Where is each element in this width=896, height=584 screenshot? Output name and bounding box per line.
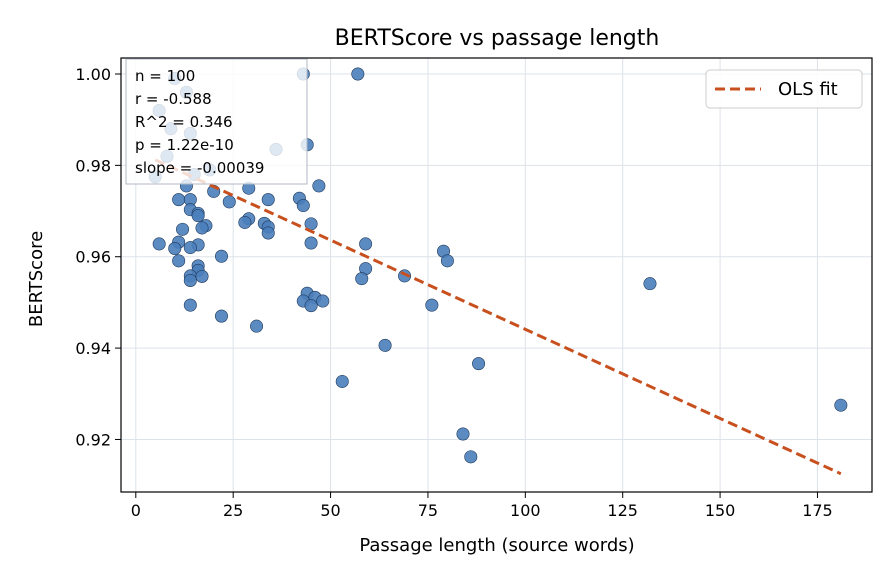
data-point bbox=[191, 209, 205, 223]
ols-fit-line bbox=[154, 158, 842, 476]
x-tick-label: 0 bbox=[131, 501, 141, 520]
data-point bbox=[195, 221, 209, 235]
y-axis-ticks: 0.92 0.94 0.96 0.98 1.00 bbox=[75, 65, 121, 449]
x-tick-label: 175 bbox=[802, 501, 833, 520]
stat-line-r2: R^2 = 0.346 bbox=[135, 113, 233, 131]
stats-box-frame bbox=[125, 58, 308, 185]
x-tick-label: 75 bbox=[418, 501, 438, 520]
x-axis-ticks: 0 25 50 75 100 125 150 175 bbox=[131, 492, 833, 520]
data-point bbox=[304, 299, 318, 313]
data-point bbox=[316, 294, 330, 308]
data-point bbox=[168, 242, 182, 256]
data-point bbox=[261, 226, 275, 240]
plot-frame bbox=[120, 57, 873, 493]
legend-frame bbox=[705, 69, 863, 109]
y-tick-label: 0.98 bbox=[75, 156, 111, 175]
data-point bbox=[250, 319, 264, 333]
chart-title: BERTScore vs passage length bbox=[335, 26, 660, 51]
x-tick-label: 50 bbox=[320, 501, 340, 520]
data-point bbox=[183, 273, 197, 287]
data-point bbox=[172, 254, 186, 268]
x-tick-label: 25 bbox=[223, 501, 243, 520]
legend: OLS fit bbox=[705, 69, 863, 109]
y-axis-label: BERTScore bbox=[26, 231, 47, 327]
x-tick-label: 150 bbox=[705, 501, 736, 520]
data-point bbox=[238, 215, 252, 229]
data-point bbox=[472, 357, 486, 371]
data-point bbox=[335, 374, 349, 388]
stat-line-p: p = 1.22e-10 bbox=[135, 136, 234, 154]
data-point bbox=[643, 277, 657, 291]
y-tick-label: 0.94 bbox=[75, 339, 111, 358]
data-point bbox=[304, 236, 318, 250]
legend-entry-ols-fit: OLS fit bbox=[778, 79, 838, 100]
data-point bbox=[355, 272, 369, 286]
stat-line-n: n = 100 bbox=[135, 67, 195, 85]
data-point bbox=[214, 309, 228, 323]
data-point bbox=[834, 398, 848, 412]
x-tick-label: 125 bbox=[607, 501, 638, 520]
data-point bbox=[456, 427, 470, 441]
stat-line-r: r = -0.588 bbox=[135, 90, 212, 108]
data-point bbox=[296, 199, 310, 213]
data-point bbox=[152, 237, 166, 251]
data-point bbox=[464, 450, 478, 464]
data-point bbox=[183, 241, 197, 255]
data-point bbox=[312, 179, 326, 193]
y-tick-label: 0.92 bbox=[75, 430, 111, 449]
data-point bbox=[378, 338, 392, 352]
data-point bbox=[172, 193, 186, 207]
data-point bbox=[195, 269, 209, 283]
data-point bbox=[351, 67, 365, 81]
data-point bbox=[214, 249, 228, 263]
y-tick-label: 0.96 bbox=[75, 248, 111, 267]
data-point bbox=[425, 298, 439, 312]
y-tick-label: 1.00 bbox=[75, 65, 111, 84]
grid-lines bbox=[121, 58, 872, 492]
stat-line-slope: slope = -0.00039 bbox=[135, 159, 264, 177]
fit-line-layer bbox=[154, 158, 842, 476]
x-tick-label: 100 bbox=[510, 501, 541, 520]
stats-box: n = 100 r = -0.588 R^2 = 0.346 p = 1.22e… bbox=[125, 58, 308, 185]
data-point bbox=[222, 195, 236, 209]
data-point bbox=[359, 237, 373, 251]
data-point bbox=[183, 298, 197, 312]
x-axis-label: Passage length (source words) bbox=[359, 535, 634, 556]
data-point bbox=[261, 193, 275, 207]
data-point bbox=[440, 254, 454, 268]
data-point bbox=[176, 222, 190, 236]
